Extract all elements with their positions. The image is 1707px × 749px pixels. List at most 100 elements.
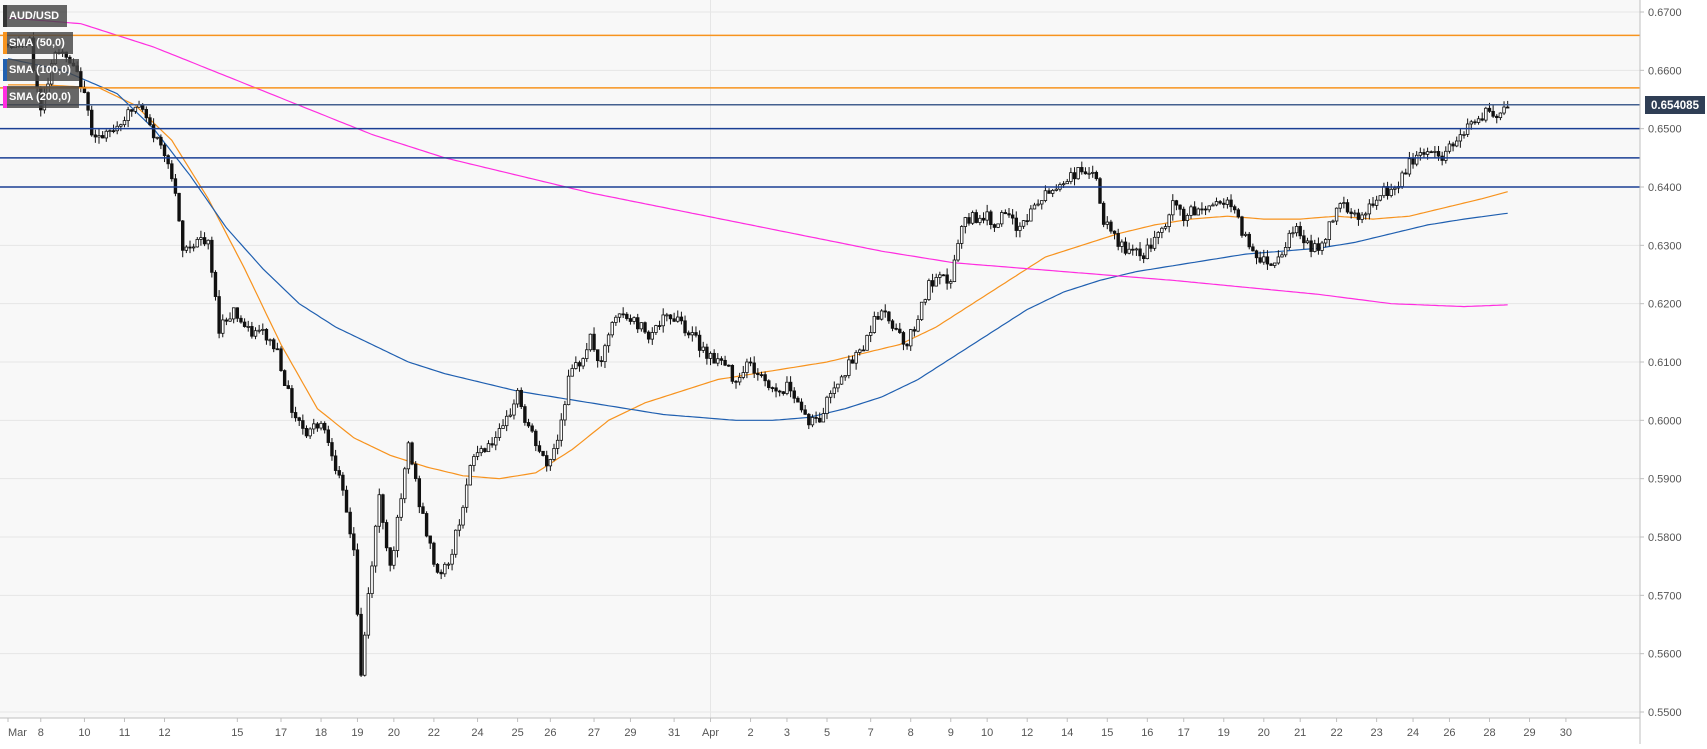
candle-body <box>970 212 975 224</box>
candle-body <box>639 322 644 330</box>
candle-body <box>956 243 960 261</box>
candle-body <box>1487 107 1492 112</box>
candle-body <box>1167 214 1171 227</box>
candle-body <box>1291 232 1295 235</box>
candle-body <box>1258 257 1262 263</box>
candle-body <box>1418 152 1423 156</box>
candle-body <box>170 163 174 180</box>
candle-body <box>1400 172 1404 187</box>
candle-body <box>213 271 218 297</box>
candle-body <box>108 130 112 133</box>
candle-body <box>1218 201 1222 204</box>
candle-body <box>887 311 891 322</box>
candle-body <box>279 348 283 371</box>
candle-body <box>803 409 807 415</box>
candle-body <box>1334 207 1339 222</box>
candle-body <box>1003 212 1008 215</box>
candle-body <box>1145 244 1150 260</box>
candle-body <box>858 349 862 353</box>
candle-body <box>319 422 323 429</box>
candle-body <box>992 224 997 228</box>
candle-body <box>1480 118 1484 121</box>
candle-body <box>719 358 724 361</box>
candle-body <box>359 613 363 676</box>
candle-body <box>1298 226 1302 237</box>
candle-body <box>1356 212 1361 220</box>
candle-body <box>1240 216 1244 236</box>
candle-body <box>705 346 709 359</box>
candle-body <box>861 349 866 352</box>
candle-body <box>1273 262 1277 266</box>
x-tick-label: 19 <box>351 727 363 739</box>
candle-body <box>559 419 563 441</box>
candle-body <box>1203 208 1208 211</box>
legend-sma100[interactable]: SMA (100,0) <box>3 59 79 81</box>
candle-body <box>90 109 94 136</box>
candle-body <box>1498 112 1503 119</box>
candle-body <box>792 390 796 399</box>
candle-body <box>879 310 884 320</box>
candle-body <box>188 246 192 249</box>
candle-body <box>752 362 756 374</box>
candle-body <box>450 553 454 565</box>
candle-body <box>210 239 214 273</box>
candle-body <box>737 377 742 383</box>
candle-body <box>282 370 287 386</box>
candle-body <box>1251 246 1255 252</box>
candle-body <box>1047 190 1051 194</box>
candle-body <box>1313 243 1317 252</box>
candle-body <box>537 445 542 452</box>
candle-body <box>341 474 345 491</box>
x-tick-label: 21 <box>1294 727 1306 739</box>
candle-body <box>199 237 203 240</box>
candle-body <box>1429 151 1433 154</box>
candle-body <box>978 217 982 223</box>
candle-body <box>1265 256 1270 265</box>
candle-body <box>712 352 716 364</box>
candle-body <box>1484 107 1488 121</box>
candle-body <box>461 506 465 526</box>
candle-body <box>526 422 531 427</box>
candle-body <box>392 550 396 566</box>
candle-body <box>155 136 159 139</box>
candle-body <box>1098 178 1102 204</box>
candle-body <box>632 317 636 322</box>
last-price-box <box>1645 96 1705 114</box>
legend-symbol[interactable]: AUD/USD <box>3 5 68 27</box>
candle-body <box>1371 203 1375 206</box>
candle-body <box>1433 151 1437 153</box>
candle-body <box>381 494 385 523</box>
candle-body <box>843 375 847 378</box>
symbol-swatch <box>3 5 7 27</box>
last-price-label: 0.654085 <box>1651 100 1700 112</box>
candle-body <box>97 135 101 138</box>
candle-body <box>657 325 662 327</box>
candle-body <box>184 246 189 251</box>
candle-body <box>963 217 968 227</box>
x-tick-label: 2 <box>747 727 753 739</box>
candle-body <box>1007 213 1011 216</box>
candle-body <box>690 332 695 336</box>
candle-body <box>1178 204 1182 210</box>
candle-body <box>1425 151 1430 155</box>
candle-body <box>1338 203 1342 209</box>
candle-body <box>162 144 167 157</box>
candle-body <box>1382 186 1386 197</box>
candle-body <box>912 329 917 332</box>
candle-body <box>938 274 942 278</box>
x-tick-label: 30 <box>1560 727 1572 739</box>
candle-body <box>261 328 265 331</box>
legend-sma50[interactable]: SMA (50,0) <box>3 32 73 54</box>
candle-body <box>348 511 352 535</box>
candle-body <box>1422 152 1426 155</box>
candle-body <box>770 387 775 389</box>
candle-body <box>231 307 236 320</box>
x-tick-label: 27 <box>588 727 600 739</box>
candle-body <box>952 259 957 282</box>
x-tick-label: 16 <box>1141 727 1153 739</box>
candle-body <box>148 117 152 126</box>
candle-body <box>224 319 229 322</box>
candle-body <box>388 547 392 566</box>
legend-sma200[interactable]: SMA (200,0) <box>3 86 79 108</box>
